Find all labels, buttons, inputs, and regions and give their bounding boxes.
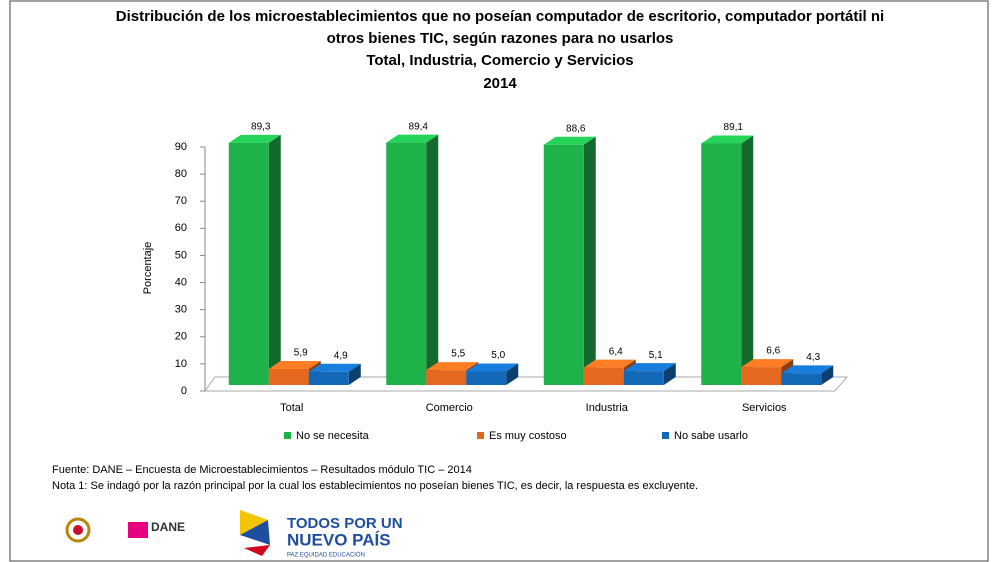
bar-face bbox=[741, 135, 754, 385]
bar-face bbox=[701, 143, 742, 385]
value-label: 6,4 bbox=[609, 346, 623, 357]
legend-swatch bbox=[662, 432, 669, 439]
y-axis-label: Porcentaje bbox=[142, 242, 154, 295]
y-tick-label: 80 bbox=[175, 168, 187, 180]
bar-face bbox=[741, 359, 794, 368]
bar-face bbox=[268, 369, 309, 385]
flag bbox=[240, 520, 270, 545]
bar bbox=[228, 134, 281, 385]
bar-face bbox=[466, 363, 519, 372]
value-label: 89,1 bbox=[724, 122, 744, 133]
bar-face bbox=[583, 136, 596, 385]
bar bbox=[781, 365, 834, 385]
bar-face bbox=[308, 371, 349, 385]
chart-subtitle: Total, Industria, Comercio y Servicios bbox=[366, 52, 633, 69]
bar-face bbox=[583, 367, 624, 385]
bar-face bbox=[623, 363, 676, 372]
bar-face bbox=[623, 371, 664, 385]
source: Fuente: DANE – Encuesta de Microestablec… bbox=[52, 464, 472, 476]
logo-text: NUEVO PAÍS bbox=[287, 530, 391, 549]
seal-center bbox=[73, 525, 83, 535]
bar-face bbox=[741, 367, 782, 385]
y-tick-label: 90 bbox=[175, 141, 187, 153]
y-tick-label: 60 bbox=[175, 222, 187, 234]
y-tick-label: 30 bbox=[175, 304, 187, 316]
bar-face bbox=[821, 365, 834, 385]
logo-text: DANE bbox=[151, 520, 185, 534]
bar-face bbox=[543, 144, 584, 385]
y-tick-label: 50 bbox=[175, 249, 187, 261]
value-label: 5,1 bbox=[649, 350, 663, 361]
value-label: 4,3 bbox=[806, 352, 820, 363]
chart-title: Distribución de los microestablecimiento… bbox=[116, 8, 884, 25]
bar-face bbox=[308, 363, 361, 372]
value-label: 88,6 bbox=[566, 123, 586, 134]
bar-face bbox=[268, 361, 321, 370]
bar bbox=[543, 136, 596, 385]
floor bbox=[204, 376, 849, 392]
bar-face bbox=[781, 373, 822, 385]
x-tick-label: Servicios bbox=[742, 402, 787, 414]
logo-gov: DANE TODOS POR UN NUEVO PAÍS PAZ EQUIDAD… bbox=[65, 510, 403, 559]
x-tick-label: Industria bbox=[586, 402, 629, 414]
bar bbox=[623, 363, 676, 385]
note: Nota 1: Se indagó por la razón principal… bbox=[52, 480, 698, 492]
logo-text: TODOS POR UN bbox=[287, 515, 403, 532]
bar-face bbox=[228, 142, 269, 385]
x-tick-label: Comercio bbox=[426, 402, 473, 414]
bar-face bbox=[228, 134, 281, 143]
bar bbox=[308, 363, 361, 385]
value-label: 5,0 bbox=[491, 350, 505, 361]
value-label: 89,4 bbox=[409, 121, 429, 132]
x-tick-label: Total bbox=[280, 402, 303, 414]
legend-label: No se necesita bbox=[296, 430, 370, 442]
bar bbox=[386, 134, 439, 385]
bar bbox=[466, 363, 519, 385]
bar-face bbox=[583, 359, 636, 368]
value-label: 6,6 bbox=[766, 346, 780, 357]
y-tick-label: 40 bbox=[175, 276, 187, 288]
bar-face bbox=[781, 365, 834, 374]
legend-swatch bbox=[477, 432, 484, 439]
bar-face bbox=[506, 363, 519, 385]
bar-face bbox=[268, 134, 281, 385]
logo-text: PAZ EQUIDAD EDUCACIÓN bbox=[287, 552, 365, 559]
flag bbox=[240, 510, 268, 535]
bar-face bbox=[386, 142, 427, 385]
y-tick-label: 0 bbox=[181, 385, 187, 397]
bar-face bbox=[348, 363, 361, 385]
bar-face bbox=[386, 134, 439, 143]
bar-face bbox=[426, 362, 479, 371]
bar-face bbox=[426, 134, 439, 385]
chart-title: otros bienes TIC, según razones para no … bbox=[327, 30, 674, 47]
bar-face bbox=[543, 136, 596, 145]
value-label: 5,9 bbox=[294, 348, 308, 359]
frame bbox=[9, 0, 989, 562]
legend-label: Es muy costoso bbox=[489, 430, 567, 442]
dane-icon bbox=[128, 522, 148, 538]
chart-subtitle: 2014 bbox=[483, 75, 517, 92]
flag bbox=[244, 545, 270, 556]
y-tick-label: 70 bbox=[175, 195, 187, 207]
y-tick-label: 10 bbox=[175, 358, 187, 370]
y-tick-label: 20 bbox=[175, 331, 187, 343]
value-label: 5,5 bbox=[451, 349, 465, 360]
bar-face bbox=[701, 135, 754, 144]
value-label: 89,3 bbox=[251, 122, 271, 133]
legend-swatch bbox=[284, 432, 291, 439]
legend-label: No sabe usarlo bbox=[674, 430, 748, 442]
bar bbox=[701, 135, 754, 385]
bar-face bbox=[426, 370, 467, 385]
bar-face bbox=[466, 371, 507, 385]
value-label: 4,9 bbox=[334, 350, 348, 361]
bar-face bbox=[663, 363, 676, 385]
